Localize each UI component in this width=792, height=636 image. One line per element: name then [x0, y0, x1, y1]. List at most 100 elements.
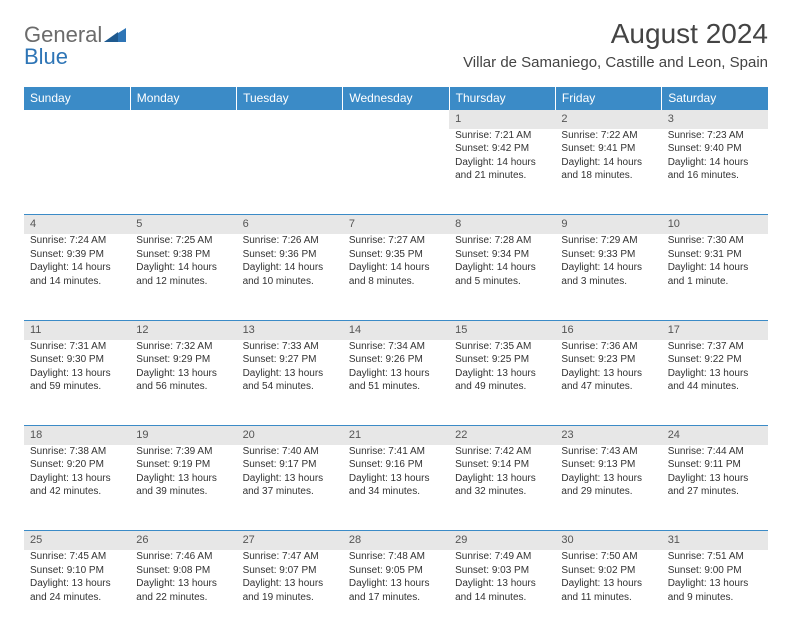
logo-blue-wrapper: Blue [24, 44, 68, 70]
daylight-line: Daylight: 13 hours and 24 minutes. [30, 577, 124, 604]
day-number-cell: 25 [24, 531, 130, 550]
sunrise-line: Sunrise: 7:30 AM [668, 234, 762, 248]
logo-triangle-icon [104, 26, 126, 47]
sunrise-line: Sunrise: 7:27 AM [349, 234, 443, 248]
sunrise-line: Sunrise: 7:22 AM [561, 129, 655, 143]
weekday-header: Friday [555, 87, 661, 110]
day-info-cell: Sunrise: 7:38 AMSunset: 9:20 PMDaylight:… [24, 445, 130, 531]
day-number-cell: 27 [237, 531, 343, 550]
daylight-line: Daylight: 13 hours and 27 minutes. [668, 472, 762, 499]
daylight-line: Daylight: 13 hours and 54 minutes. [243, 367, 337, 394]
daylight-line: Daylight: 13 hours and 56 minutes. [136, 367, 230, 394]
sunset-line: Sunset: 9:16 PM [349, 458, 443, 472]
sunset-line: Sunset: 9:29 PM [136, 353, 230, 367]
day-info-cell: Sunrise: 7:33 AMSunset: 9:27 PMDaylight:… [237, 340, 343, 426]
day-info-cell: Sunrise: 7:30 AMSunset: 9:31 PMDaylight:… [662, 234, 768, 320]
weekday-header: Sunday [24, 87, 130, 110]
sunrise-line: Sunrise: 7:38 AM [30, 445, 124, 459]
daylight-line: Daylight: 13 hours and 11 minutes. [561, 577, 655, 604]
daylight-line: Daylight: 13 hours and 29 minutes. [561, 472, 655, 499]
daylight-line: Daylight: 14 hours and 12 minutes. [136, 261, 230, 288]
day-number-cell: 3 [662, 110, 768, 129]
day-info-cell: Sunrise: 7:32 AMSunset: 9:29 PMDaylight:… [130, 340, 236, 426]
sunset-line: Sunset: 9:41 PM [561, 142, 655, 156]
daylight-line: Daylight: 14 hours and 18 minutes. [561, 156, 655, 183]
day-info-row: Sunrise: 7:21 AMSunset: 9:42 PMDaylight:… [24, 129, 768, 215]
sunrise-line: Sunrise: 7:34 AM [349, 340, 443, 354]
day-number-cell: 16 [555, 320, 661, 339]
day-info-cell: Sunrise: 7:43 AMSunset: 9:13 PMDaylight:… [555, 445, 661, 531]
day-info-cell [130, 129, 236, 215]
daylight-line: Daylight: 14 hours and 3 minutes. [561, 261, 655, 288]
daylight-line: Daylight: 14 hours and 16 minutes. [668, 156, 762, 183]
weekday-header: Thursday [449, 87, 555, 110]
day-info-cell: Sunrise: 7:23 AMSunset: 9:40 PMDaylight:… [662, 129, 768, 215]
day-number-cell: 26 [130, 531, 236, 550]
sunset-line: Sunset: 9:39 PM [30, 248, 124, 262]
day-info-cell: Sunrise: 7:50 AMSunset: 9:02 PMDaylight:… [555, 550, 661, 636]
daylight-line: Daylight: 13 hours and 32 minutes. [455, 472, 549, 499]
sunrise-line: Sunrise: 7:41 AM [349, 445, 443, 459]
day-number-cell: 18 [24, 426, 130, 445]
daylight-line: Daylight: 13 hours and 19 minutes. [243, 577, 337, 604]
sunset-line: Sunset: 9:14 PM [455, 458, 549, 472]
day-info-cell: Sunrise: 7:31 AMSunset: 9:30 PMDaylight:… [24, 340, 130, 426]
daylight-line: Daylight: 14 hours and 8 minutes. [349, 261, 443, 288]
day-number-cell: 8 [449, 215, 555, 234]
day-info-row: Sunrise: 7:38 AMSunset: 9:20 PMDaylight:… [24, 445, 768, 531]
daylight-line: Daylight: 13 hours and 44 minutes. [668, 367, 762, 394]
daylight-line: Daylight: 13 hours and 9 minutes. [668, 577, 762, 604]
day-info-cell: Sunrise: 7:44 AMSunset: 9:11 PMDaylight:… [662, 445, 768, 531]
day-number-cell: 6 [237, 215, 343, 234]
day-info-cell: Sunrise: 7:25 AMSunset: 9:38 PMDaylight:… [130, 234, 236, 320]
sunrise-line: Sunrise: 7:48 AM [349, 550, 443, 564]
sunset-line: Sunset: 9:19 PM [136, 458, 230, 472]
sunrise-line: Sunrise: 7:25 AM [136, 234, 230, 248]
day-number-cell [343, 110, 449, 129]
day-number-cell [24, 110, 130, 129]
sunset-line: Sunset: 9:23 PM [561, 353, 655, 367]
sunrise-line: Sunrise: 7:40 AM [243, 445, 337, 459]
sunrise-line: Sunrise: 7:33 AM [243, 340, 337, 354]
sunset-line: Sunset: 9:35 PM [349, 248, 443, 262]
day-info-cell: Sunrise: 7:29 AMSunset: 9:33 PMDaylight:… [555, 234, 661, 320]
day-number-cell: 19 [130, 426, 236, 445]
sunrise-line: Sunrise: 7:32 AM [136, 340, 230, 354]
sunset-line: Sunset: 9:13 PM [561, 458, 655, 472]
day-info-cell: Sunrise: 7:28 AMSunset: 9:34 PMDaylight:… [449, 234, 555, 320]
sunset-line: Sunset: 9:34 PM [455, 248, 549, 262]
sunrise-line: Sunrise: 7:47 AM [243, 550, 337, 564]
sunset-line: Sunset: 9:40 PM [668, 142, 762, 156]
sunset-line: Sunset: 9:31 PM [668, 248, 762, 262]
sunrise-line: Sunrise: 7:50 AM [561, 550, 655, 564]
daylight-line: Daylight: 13 hours and 17 minutes. [349, 577, 443, 604]
day-number-cell: 28 [343, 531, 449, 550]
location-subtitle: Villar de Samaniego, Castille and Leon, … [463, 54, 768, 71]
sunset-line: Sunset: 9:05 PM [349, 564, 443, 578]
day-number-row: 11121314151617 [24, 320, 768, 339]
sunrise-line: Sunrise: 7:24 AM [30, 234, 124, 248]
daylight-line: Daylight: 13 hours and 14 minutes. [455, 577, 549, 604]
sunrise-line: Sunrise: 7:26 AM [243, 234, 337, 248]
day-info-cell: Sunrise: 7:26 AMSunset: 9:36 PMDaylight:… [237, 234, 343, 320]
day-info-cell: Sunrise: 7:22 AMSunset: 9:41 PMDaylight:… [555, 129, 661, 215]
sunrise-line: Sunrise: 7:49 AM [455, 550, 549, 564]
daylight-line: Daylight: 14 hours and 14 minutes. [30, 261, 124, 288]
calendar-body: 123Sunrise: 7:21 AMSunset: 9:42 PMDaylig… [24, 110, 768, 636]
sunset-line: Sunset: 9:33 PM [561, 248, 655, 262]
day-number-cell: 17 [662, 320, 768, 339]
day-info-cell: Sunrise: 7:45 AMSunset: 9:10 PMDaylight:… [24, 550, 130, 636]
day-number-cell: 21 [343, 426, 449, 445]
title-block: August 2024 Villar de Samaniego, Castill… [463, 18, 768, 71]
day-info-cell: Sunrise: 7:49 AMSunset: 9:03 PMDaylight:… [449, 550, 555, 636]
sunrise-line: Sunrise: 7:21 AM [455, 129, 549, 143]
sunset-line: Sunset: 9:30 PM [30, 353, 124, 367]
day-number-cell: 23 [555, 426, 661, 445]
day-info-cell: Sunrise: 7:41 AMSunset: 9:16 PMDaylight:… [343, 445, 449, 531]
weekday-header: Saturday [662, 87, 768, 110]
header: General August 2024 Villar de Samaniego,… [0, 0, 792, 79]
day-number-cell: 7 [343, 215, 449, 234]
sunset-line: Sunset: 9:00 PM [668, 564, 762, 578]
day-number-cell [130, 110, 236, 129]
day-number-row: 18192021222324 [24, 426, 768, 445]
